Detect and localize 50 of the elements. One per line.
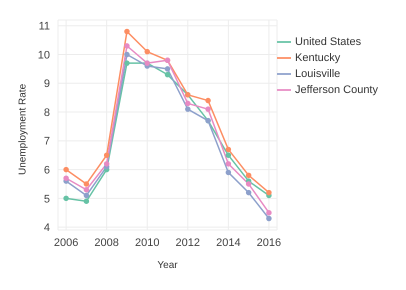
point: [246, 181, 252, 187]
point: [84, 181, 90, 187]
point: [266, 216, 272, 222]
point: [226, 161, 232, 167]
point: [124, 52, 130, 58]
y-axis-title: Unemployment Rate: [18, 83, 29, 175]
point: [84, 198, 90, 204]
y-tick-label: 8: [44, 106, 50, 119]
y-tick-label: 7: [44, 136, 50, 148]
legend-label: Louisville: [295, 68, 340, 80]
point: [124, 60, 130, 66]
y-tick-label: 4: [44, 222, 50, 234]
point: [144, 48, 150, 54]
point: [124, 28, 130, 34]
point: [104, 161, 110, 167]
x-tick-label: 2006: [54, 236, 78, 249]
point: [226, 152, 232, 158]
point: [185, 100, 191, 106]
legend-label: Kentucky: [295, 52, 340, 64]
point: [164, 66, 170, 72]
x-tick-label: 2014: [216, 236, 241, 249]
x-tick-label: 2012: [176, 236, 200, 249]
point: [266, 190, 272, 196]
point: [124, 43, 130, 49]
point: [205, 106, 211, 112]
point: [84, 186, 90, 192]
y-tick-label: 5: [44, 193, 50, 206]
point: [164, 72, 170, 78]
point: [246, 190, 252, 196]
x-tick-label: 2016: [256, 236, 282, 249]
point: [63, 196, 69, 202]
x-axis-title: Year: [157, 260, 178, 271]
point: [104, 152, 110, 158]
y-tick-label: 11: [38, 20, 50, 33]
point: [205, 98, 211, 104]
point: [84, 192, 90, 198]
point: [63, 175, 69, 181]
point: [226, 170, 232, 176]
point: [63, 166, 69, 172]
point: [266, 210, 272, 216]
x-tick-label: 2010: [134, 236, 160, 249]
point: [185, 106, 191, 112]
legend-label: United States: [295, 36, 362, 48]
y-tick-label: 9: [44, 78, 50, 90]
point: [226, 146, 232, 152]
legend-label: Jefferson County: [295, 84, 378, 96]
x-tick-label: 2008: [94, 236, 119, 249]
y-tick-label: 10: [38, 49, 50, 62]
point: [246, 172, 252, 178]
y-tick-label: 6: [44, 164, 50, 176]
